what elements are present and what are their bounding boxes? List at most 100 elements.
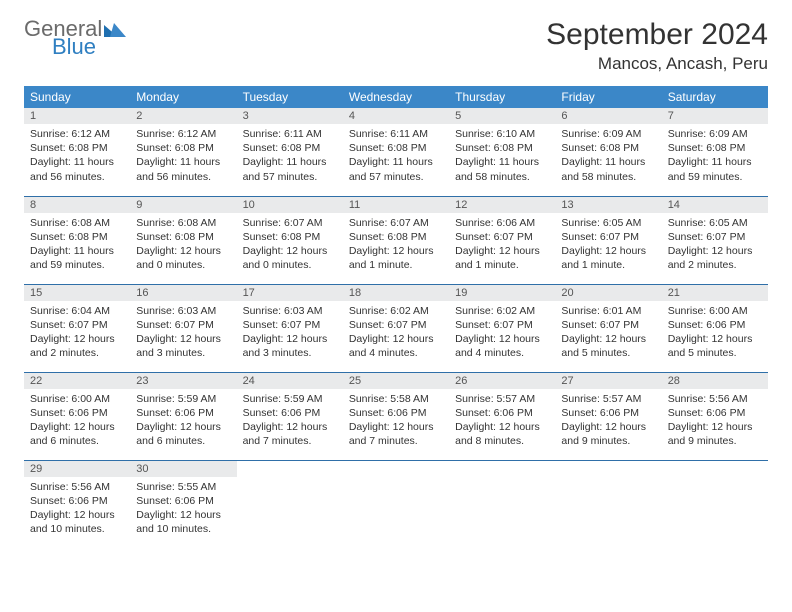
- calendar-cell: 17Sunrise: 6:03 AMSunset: 6:07 PMDayligh…: [237, 284, 343, 372]
- calendar-cell: 10Sunrise: 6:07 AMSunset: 6:08 PMDayligh…: [237, 196, 343, 284]
- day-number: 15: [24, 285, 130, 301]
- cell-body: Sunrise: 6:03 AMSunset: 6:07 PMDaylight:…: [237, 301, 343, 365]
- day-number: 22: [24, 373, 130, 389]
- cell-body: Sunrise: 6:00 AMSunset: 6:06 PMDaylight:…: [662, 301, 768, 365]
- sunset-line: Sunset: 6:07 PM: [349, 318, 443, 332]
- calendar-cell: [449, 460, 555, 548]
- calendar-cell: 21Sunrise: 6:00 AMSunset: 6:06 PMDayligh…: [662, 284, 768, 372]
- sunset-line: Sunset: 6:06 PM: [243, 406, 337, 420]
- daylight-line: Daylight: 12 hours and 5 minutes.: [561, 332, 655, 360]
- day-number: 11: [343, 197, 449, 213]
- cell-body: Sunrise: 6:12 AMSunset: 6:08 PMDaylight:…: [24, 124, 130, 188]
- day-number: 17: [237, 285, 343, 301]
- day-number: 25: [343, 373, 449, 389]
- calendar-cell: 5Sunrise: 6:10 AMSunset: 6:08 PMDaylight…: [449, 108, 555, 196]
- day-header: Monday: [130, 86, 236, 108]
- calendar-cell: 13Sunrise: 6:05 AMSunset: 6:07 PMDayligh…: [555, 196, 661, 284]
- day-number: 30: [130, 461, 236, 477]
- sunset-line: Sunset: 6:07 PM: [136, 318, 230, 332]
- sunset-line: Sunset: 6:08 PM: [349, 141, 443, 155]
- calendar-row: 29Sunrise: 5:56 AMSunset: 6:06 PMDayligh…: [24, 460, 768, 548]
- calendar-row: 22Sunrise: 6:00 AMSunset: 6:06 PMDayligh…: [24, 372, 768, 460]
- daylight-line: Daylight: 12 hours and 3 minutes.: [243, 332, 337, 360]
- sunrise-line: Sunrise: 6:02 AM: [349, 304, 443, 318]
- sunrise-line: Sunrise: 6:08 AM: [136, 216, 230, 230]
- calendar-row: 8Sunrise: 6:08 AMSunset: 6:08 PMDaylight…: [24, 196, 768, 284]
- daylight-line: Daylight: 11 hours and 56 minutes.: [30, 155, 124, 183]
- calendar-cell: [555, 460, 661, 548]
- day-number: 29: [24, 461, 130, 477]
- calendar-cell: 15Sunrise: 6:04 AMSunset: 6:07 PMDayligh…: [24, 284, 130, 372]
- cell-body: Sunrise: 6:10 AMSunset: 6:08 PMDaylight:…: [449, 124, 555, 188]
- sunset-line: Sunset: 6:06 PM: [136, 494, 230, 508]
- cell-body: Sunrise: 6:04 AMSunset: 6:07 PMDaylight:…: [24, 301, 130, 365]
- daylight-line: Daylight: 12 hours and 5 minutes.: [668, 332, 762, 360]
- cell-body: Sunrise: 6:06 AMSunset: 6:07 PMDaylight:…: [449, 213, 555, 277]
- cell-body: Sunrise: 6:11 AMSunset: 6:08 PMDaylight:…: [343, 124, 449, 188]
- calendar-row: 15Sunrise: 6:04 AMSunset: 6:07 PMDayligh…: [24, 284, 768, 372]
- calendar-cell: [237, 460, 343, 548]
- sunset-line: Sunset: 6:08 PM: [243, 141, 337, 155]
- sunset-line: Sunset: 6:06 PM: [136, 406, 230, 420]
- sunrise-line: Sunrise: 6:09 AM: [668, 127, 762, 141]
- calendar-cell: 4Sunrise: 6:11 AMSunset: 6:08 PMDaylight…: [343, 108, 449, 196]
- calendar-cell: 18Sunrise: 6:02 AMSunset: 6:07 PMDayligh…: [343, 284, 449, 372]
- title-block: September 2024 Mancos, Ancash, Peru: [546, 18, 768, 74]
- cell-body: Sunrise: 5:58 AMSunset: 6:06 PMDaylight:…: [343, 389, 449, 453]
- day-number: 21: [662, 285, 768, 301]
- daylight-line: Daylight: 12 hours and 9 minutes.: [561, 420, 655, 448]
- sunset-line: Sunset: 6:06 PM: [668, 406, 762, 420]
- calendar-cell: 16Sunrise: 6:03 AMSunset: 6:07 PMDayligh…: [130, 284, 236, 372]
- calendar-cell: 28Sunrise: 5:56 AMSunset: 6:06 PMDayligh…: [662, 372, 768, 460]
- logo-text-blue: Blue: [52, 36, 126, 58]
- sunset-line: Sunset: 6:08 PM: [136, 141, 230, 155]
- cell-body: Sunrise: 6:12 AMSunset: 6:08 PMDaylight:…: [130, 124, 236, 188]
- sunrise-line: Sunrise: 6:11 AM: [243, 127, 337, 141]
- calendar-cell: 8Sunrise: 6:08 AMSunset: 6:08 PMDaylight…: [24, 196, 130, 284]
- day-header: Tuesday: [237, 86, 343, 108]
- day-number: 20: [555, 285, 661, 301]
- cell-body: Sunrise: 5:59 AMSunset: 6:06 PMDaylight:…: [130, 389, 236, 453]
- sunset-line: Sunset: 6:08 PM: [349, 230, 443, 244]
- daylight-line: Daylight: 11 hours and 58 minutes.: [455, 155, 549, 183]
- calendar-cell: [662, 460, 768, 548]
- daylight-line: Daylight: 12 hours and 1 minute.: [561, 244, 655, 272]
- calendar-cell: 24Sunrise: 5:59 AMSunset: 6:06 PMDayligh…: [237, 372, 343, 460]
- daylight-line: Daylight: 12 hours and 1 minute.: [455, 244, 549, 272]
- day-number: 19: [449, 285, 555, 301]
- sunrise-line: Sunrise: 5:59 AM: [243, 392, 337, 406]
- cell-body: Sunrise: 6:07 AMSunset: 6:08 PMDaylight:…: [237, 213, 343, 277]
- sunrise-line: Sunrise: 6:11 AM: [349, 127, 443, 141]
- daylight-line: Daylight: 12 hours and 2 minutes.: [668, 244, 762, 272]
- sunset-line: Sunset: 6:07 PM: [30, 318, 124, 332]
- day-number: 5: [449, 108, 555, 124]
- day-number: 8: [24, 197, 130, 213]
- sunset-line: Sunset: 6:07 PM: [561, 230, 655, 244]
- calendar-cell: 22Sunrise: 6:00 AMSunset: 6:06 PMDayligh…: [24, 372, 130, 460]
- daylight-line: Daylight: 12 hours and 9 minutes.: [668, 420, 762, 448]
- sunrise-line: Sunrise: 6:08 AM: [30, 216, 124, 230]
- sunrise-line: Sunrise: 5:55 AM: [136, 480, 230, 494]
- cell-body: Sunrise: 6:07 AMSunset: 6:08 PMDaylight:…: [343, 213, 449, 277]
- daylight-line: Daylight: 11 hours and 59 minutes.: [668, 155, 762, 183]
- daylight-line: Daylight: 11 hours and 58 minutes.: [561, 155, 655, 183]
- calendar-cell: 20Sunrise: 6:01 AMSunset: 6:07 PMDayligh…: [555, 284, 661, 372]
- cell-body: Sunrise: 6:08 AMSunset: 6:08 PMDaylight:…: [24, 213, 130, 277]
- day-number: 12: [449, 197, 555, 213]
- sunrise-line: Sunrise: 6:07 AM: [349, 216, 443, 230]
- day-number: 14: [662, 197, 768, 213]
- cell-body: Sunrise: 6:09 AMSunset: 6:08 PMDaylight:…: [662, 124, 768, 188]
- sunrise-line: Sunrise: 6:10 AM: [455, 127, 549, 141]
- calendar-cell: 6Sunrise: 6:09 AMSunset: 6:08 PMDaylight…: [555, 108, 661, 196]
- sunrise-line: Sunrise: 6:12 AM: [30, 127, 124, 141]
- day-header: Saturday: [662, 86, 768, 108]
- sunset-line: Sunset: 6:08 PM: [136, 230, 230, 244]
- daylight-line: Daylight: 12 hours and 4 minutes.: [455, 332, 549, 360]
- calendar-cell: 23Sunrise: 5:59 AMSunset: 6:06 PMDayligh…: [130, 372, 236, 460]
- sunrise-line: Sunrise: 6:03 AM: [136, 304, 230, 318]
- logo-triangle-icon: [104, 21, 126, 37]
- sunset-line: Sunset: 6:06 PM: [30, 406, 124, 420]
- cell-body: Sunrise: 5:57 AMSunset: 6:06 PMDaylight:…: [449, 389, 555, 453]
- cell-body: Sunrise: 6:02 AMSunset: 6:07 PMDaylight:…: [343, 301, 449, 365]
- calendar-cell: 2Sunrise: 6:12 AMSunset: 6:08 PMDaylight…: [130, 108, 236, 196]
